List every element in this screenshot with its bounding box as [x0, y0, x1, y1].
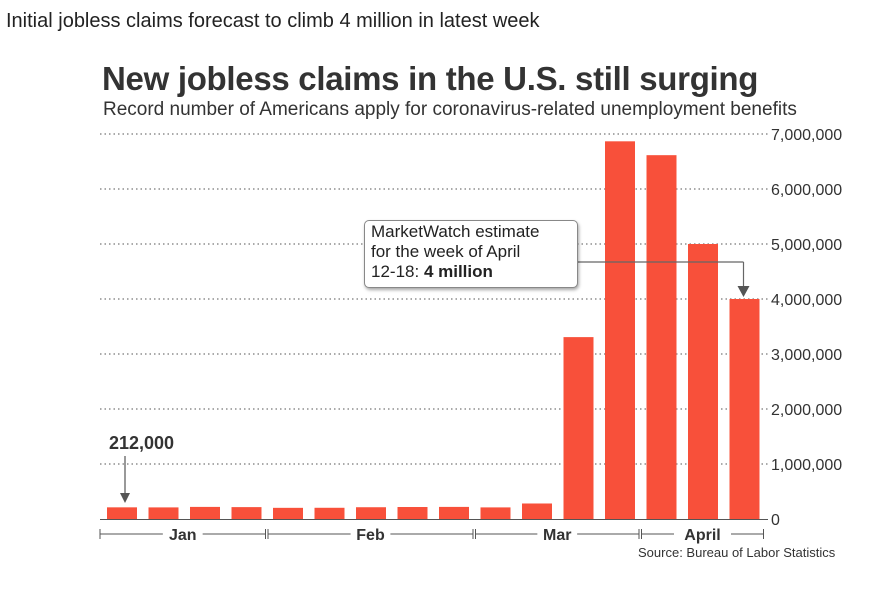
month-label: Mar	[543, 527, 571, 544]
y-tick-label: 1,000,000	[771, 457, 842, 474]
bar	[522, 503, 552, 519]
bar	[439, 506, 469, 519]
estimate-line-3-prefix: 12-18:	[371, 262, 424, 281]
y-tick-label: 2,000,000	[771, 402, 842, 419]
y-tick-label: 5,000,000	[771, 237, 842, 254]
bar	[563, 337, 594, 519]
month-label: Jan	[169, 527, 197, 544]
bar	[107, 507, 137, 519]
first-bar-arrow-head	[120, 493, 130, 503]
bar	[356, 507, 386, 519]
bar	[314, 507, 345, 519]
bar	[273, 507, 303, 519]
source-note: Source: Bureau of Labor Statistics	[638, 545, 836, 560]
month-label: Feb	[356, 527, 385, 544]
bar	[148, 507, 179, 519]
y-tick-label: 0	[771, 512, 780, 529]
chart-title: New jobless claims in the U.S. still sur…	[102, 60, 759, 97]
bar	[480, 507, 511, 519]
estimate-line-2: for the week of April	[371, 242, 521, 261]
bar	[231, 507, 262, 519]
bar	[190, 506, 220, 519]
bar	[688, 244, 718, 519]
month-label: April	[684, 527, 720, 544]
bar	[646, 155, 677, 520]
y-tick-label: 7,000,000	[771, 127, 842, 144]
bar	[605, 141, 635, 519]
bar	[729, 299, 760, 519]
first-bar-value-label: 212,000	[109, 433, 174, 453]
estimate-annotation-box: MarketWatch estimate for the week of Apr…	[364, 220, 578, 288]
y-tick-label: 4,000,000	[771, 292, 842, 309]
bar	[397, 507, 428, 519]
estimate-arrow-head	[737, 286, 750, 297]
estimate-value: 4 million	[423, 262, 493, 281]
y-tick-label: 3,000,000	[771, 347, 842, 364]
y-tick-label: 6,000,000	[771, 182, 842, 199]
estimate-line-3: 12-18: 4 million	[371, 262, 571, 282]
article-headline: Initial jobless claims forecast to climb…	[6, 10, 540, 32]
estimate-line-1: MarketWatch estimate	[371, 222, 540, 241]
chart-subtitle: Record number of Americans apply for cor…	[103, 99, 797, 120]
